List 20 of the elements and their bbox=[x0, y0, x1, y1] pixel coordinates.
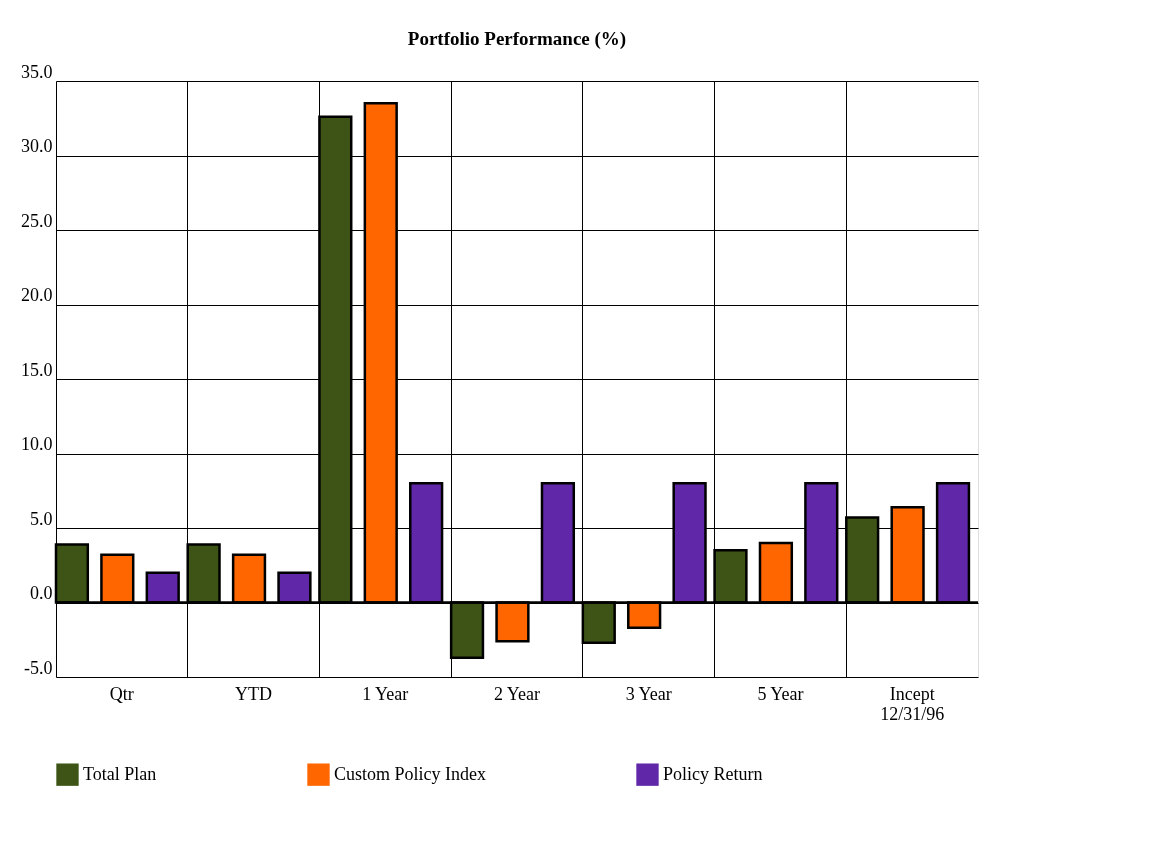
y-tick-label: 20.0 bbox=[21, 285, 53, 305]
x-tick-label: 3 Year bbox=[625, 683, 672, 704]
legend-label: Custom Policy Index bbox=[334, 763, 486, 784]
x-tick-label: YTD bbox=[235, 683, 273, 704]
y-tick-label: 25.0 bbox=[21, 210, 53, 231]
x-tick-label: Qtr bbox=[109, 683, 134, 704]
x-tick-label: 5 Year bbox=[757, 683, 804, 704]
legend-label: Total Plan bbox=[83, 763, 157, 784]
y-tick-label: 35.0 bbox=[21, 61, 53, 82]
y-tick-label: 0.0 bbox=[30, 583, 53, 603]
x-tick-label: 2 Year bbox=[493, 683, 541, 704]
legend-label: Policy Return bbox=[663, 763, 763, 784]
chart-title: Portfolio Performance (%) bbox=[407, 28, 627, 50]
y-tick-label: -5.0 bbox=[24, 657, 53, 678]
x-tick-label: Incept 12/31/96 bbox=[880, 683, 945, 724]
x-tick-label: 1 Year bbox=[362, 683, 409, 704]
y-tick-label: 30.0 bbox=[21, 136, 53, 156]
y-tick-label: 15.0 bbox=[21, 359, 53, 380]
y-tick-label: 10.0 bbox=[21, 434, 53, 454]
y-tick-label: 5.0 bbox=[30, 508, 53, 529]
